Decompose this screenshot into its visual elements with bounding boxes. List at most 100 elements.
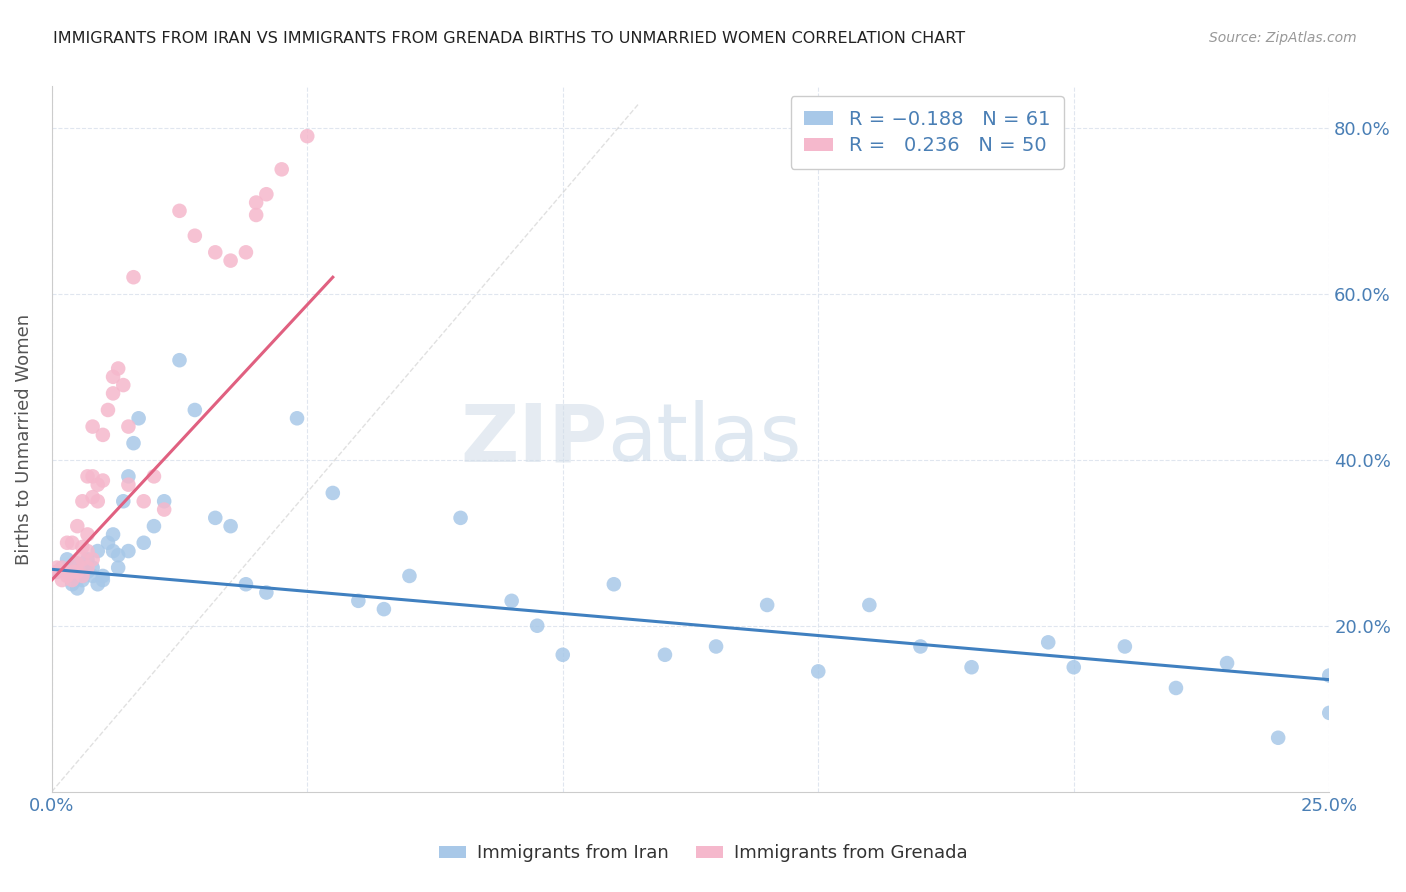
Point <box>72 540 94 554</box>
Point <box>45 565 67 579</box>
Point <box>373 602 395 616</box>
Point <box>112 494 135 508</box>
Point <box>142 469 165 483</box>
Point <box>66 557 89 571</box>
Point <box>153 494 176 508</box>
Point <box>254 585 277 599</box>
Point <box>219 519 242 533</box>
Point <box>1164 681 1187 695</box>
Point <box>72 573 94 587</box>
Point <box>450 511 472 525</box>
Point <box>82 552 104 566</box>
Point <box>184 403 207 417</box>
Point <box>122 436 145 450</box>
Point <box>756 598 779 612</box>
Point <box>107 361 129 376</box>
Point <box>910 640 932 654</box>
Point <box>245 195 267 210</box>
Point <box>1267 731 1289 745</box>
Point <box>603 577 626 591</box>
Point <box>60 569 83 583</box>
Point <box>235 577 257 591</box>
Text: IMMIGRANTS FROM IRAN VS IMMIGRANTS FROM GRENADA BIRTHS TO UNMARRIED WOMEN CORREL: IMMIGRANTS FROM IRAN VS IMMIGRANTS FROM … <box>53 31 966 46</box>
Point <box>91 474 114 488</box>
Point <box>960 660 983 674</box>
Legend: Immigrants from Iran, Immigrants from Grenada: Immigrants from Iran, Immigrants from Gr… <box>432 838 974 870</box>
Y-axis label: Births to Unmarried Women: Births to Unmarried Women <box>15 313 32 565</box>
Point <box>87 544 110 558</box>
Point <box>1114 640 1136 654</box>
Point <box>82 419 104 434</box>
Point <box>526 618 548 632</box>
Point <box>72 569 94 583</box>
Point <box>56 552 79 566</box>
Point <box>72 494 94 508</box>
Point <box>101 386 124 401</box>
Point <box>87 577 110 591</box>
Point <box>1317 668 1340 682</box>
Point <box>107 548 129 562</box>
Point <box>107 560 129 574</box>
Point <box>117 477 139 491</box>
Point <box>270 162 292 177</box>
Point <box>87 477 110 491</box>
Point <box>97 535 120 549</box>
Point <box>91 428 114 442</box>
Point <box>82 569 104 583</box>
Point <box>101 527 124 541</box>
Point <box>60 573 83 587</box>
Point <box>91 569 114 583</box>
Point <box>66 519 89 533</box>
Legend: R = −0.188   N = 61, R =   0.236   N = 50: R = −0.188 N = 61, R = 0.236 N = 50 <box>790 96 1064 169</box>
Point <box>56 569 79 583</box>
Point <box>254 187 277 202</box>
Point <box>45 560 67 574</box>
Point <box>245 208 267 222</box>
Point <box>60 535 83 549</box>
Point <box>66 565 89 579</box>
Point <box>204 245 226 260</box>
Point <box>51 573 73 587</box>
Point <box>45 565 67 579</box>
Point <box>204 511 226 525</box>
Point <box>1317 706 1340 720</box>
Point <box>101 544 124 558</box>
Point <box>51 560 73 574</box>
Point <box>235 245 257 260</box>
Point <box>72 569 94 583</box>
Point <box>76 469 98 483</box>
Point <box>66 557 89 571</box>
Point <box>117 544 139 558</box>
Point <box>76 552 98 566</box>
Point <box>76 560 98 574</box>
Point <box>1216 656 1239 670</box>
Point <box>858 598 880 612</box>
Point <box>169 203 191 218</box>
Point <box>82 469 104 483</box>
Point <box>66 582 89 596</box>
Point <box>807 665 830 679</box>
Point <box>87 494 110 508</box>
Point <box>285 411 308 425</box>
Point <box>117 469 139 483</box>
Point <box>76 527 98 541</box>
Point <box>117 419 139 434</box>
Point <box>76 565 98 579</box>
Point <box>91 573 114 587</box>
Point <box>56 565 79 579</box>
Text: Source: ZipAtlas.com: Source: ZipAtlas.com <box>1209 31 1357 45</box>
Point <box>72 552 94 566</box>
Point <box>398 569 420 583</box>
Point <box>654 648 676 662</box>
Point <box>297 129 319 144</box>
Point <box>60 577 83 591</box>
Point <box>60 565 83 579</box>
Point <box>704 640 727 654</box>
Point <box>219 253 242 268</box>
Point <box>169 353 191 368</box>
Point <box>101 369 124 384</box>
Point <box>322 486 344 500</box>
Point <box>132 494 155 508</box>
Point <box>153 502 176 516</box>
Point <box>112 378 135 392</box>
